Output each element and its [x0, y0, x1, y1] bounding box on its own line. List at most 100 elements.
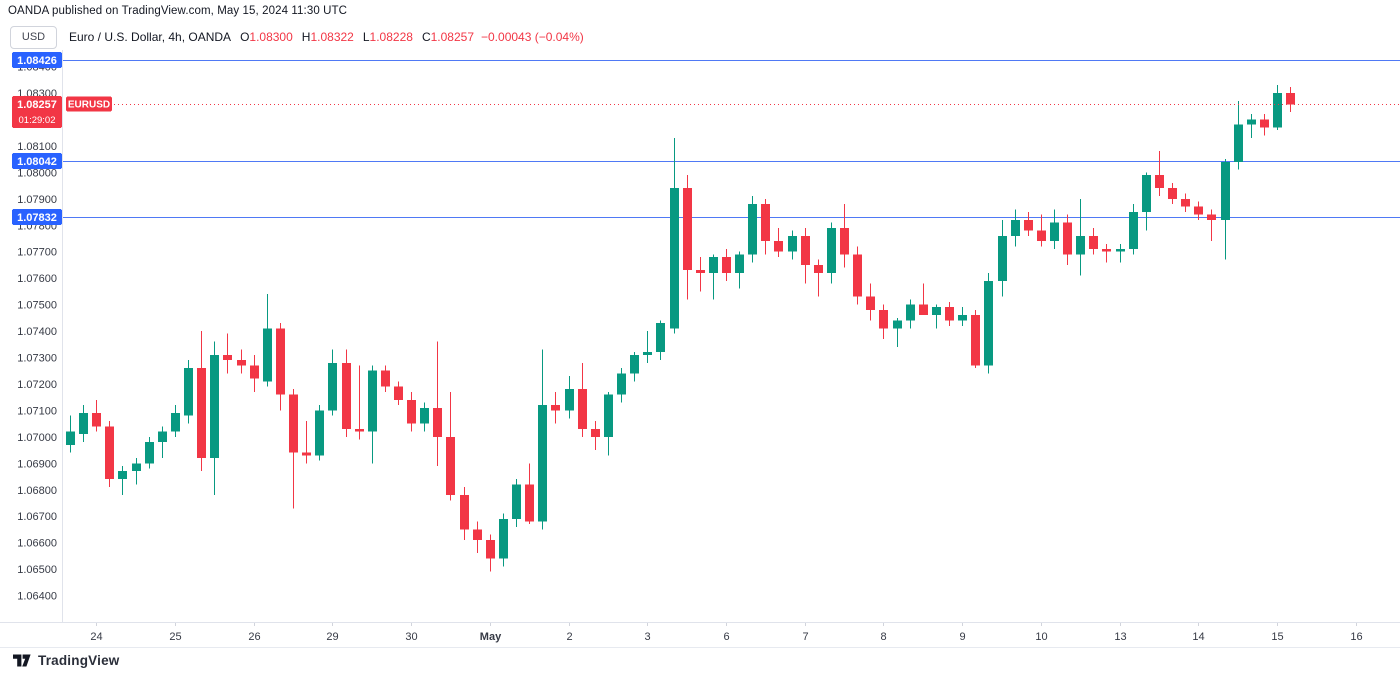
candle-body: [893, 320, 902, 329]
candle-body: [919, 304, 928, 316]
last-price-group[interactable]: 1.08257 01:29:02 EURUSD: [12, 96, 1400, 128]
candle-body: [774, 241, 783, 252]
candle-body: [683, 188, 692, 271]
currency-button[interactable]: USD: [10, 25, 57, 49]
candle-body: [958, 315, 967, 321]
symbol-legend: Euro / U.S. Dollar, 4h, OANDA O1.08300 H…: [69, 30, 584, 44]
candle-body: [1076, 235, 1085, 255]
candle-body: [643, 352, 652, 355]
candle-body: [394, 386, 403, 400]
symbol-title[interactable]: Euro / U.S. Dollar, 4h, OANDA: [69, 30, 232, 44]
svg-text:9: 9: [959, 631, 965, 643]
candle-body: [250, 365, 259, 379]
svg-text:6: 6: [723, 631, 729, 643]
candle-body: [761, 204, 770, 242]
candle-countdown: 01:29:02: [19, 115, 56, 126]
candle-body: [79, 413, 88, 435]
candle-body: [1116, 249, 1125, 252]
svg-text:16: 16: [1350, 631, 1362, 643]
candle-body: [355, 428, 364, 432]
candle-body: [735, 254, 744, 273]
ohlc-close: C1.08257: [421, 30, 474, 44]
svg-text:1.07400: 1.07400: [17, 326, 57, 338]
svg-text:1.08426: 1.08426: [17, 55, 57, 67]
svg-text:1.07832: 1.07832: [17, 212, 57, 224]
candle-body: [302, 452, 311, 456]
candle-body: [407, 399, 416, 424]
candle-body: [551, 405, 560, 411]
price-lines-layer[interactable]: 1.08426 1.08042 1.07832: [12, 52, 1400, 225]
candle-body: [210, 354, 219, 459]
candle-body: [460, 495, 469, 530]
candle-body: [197, 368, 206, 459]
tradingview-brand[interactable]: TradingView: [38, 653, 120, 668]
candle-body: [525, 484, 534, 522]
svg-text:26: 26: [248, 631, 260, 643]
svg-text:1.08257: 1.08257: [17, 99, 57, 111]
ohlc-high: H1.08322: [301, 30, 354, 44]
svg-text:24: 24: [90, 631, 102, 643]
svg-text:13: 13: [1114, 631, 1126, 643]
svg-text:1.08000: 1.08000: [17, 167, 57, 179]
candle-body: [171, 413, 180, 432]
candle-body: [105, 426, 114, 480]
candle-body: [1247, 119, 1256, 125]
candle-body: [1129, 212, 1138, 250]
svg-text:1.07700: 1.07700: [17, 247, 57, 259]
candle-body: [1286, 93, 1295, 105]
svg-text:EURUSD: EURUSD: [68, 100, 110, 111]
candle-body: [932, 307, 941, 316]
svg-text:1.07500: 1.07500: [17, 300, 57, 312]
candle-body: [1221, 161, 1230, 220]
candle-body: [866, 296, 875, 310]
candle-body: [499, 518, 508, 559]
svg-text:1.07200: 1.07200: [17, 379, 57, 391]
svg-text:29: 29: [326, 631, 338, 643]
candle-body: [132, 463, 141, 472]
candle-body: [1155, 174, 1164, 189]
svg-text:1.07000: 1.07000: [17, 432, 57, 444]
candle-body: [696, 270, 705, 273]
svg-text:1.06800: 1.06800: [17, 485, 57, 497]
tradingview-logo-icon[interactable]: [13, 653, 31, 668]
candle-body: [604, 394, 613, 437]
svg-text:1.06500: 1.06500: [17, 564, 57, 576]
candle-body: [118, 471, 127, 480]
candle-body: [879, 309, 888, 329]
candle-body: [630, 354, 639, 374]
candle-body: [656, 323, 665, 353]
candle-body: [709, 256, 718, 273]
candle-body: [263, 328, 272, 382]
svg-text:1.06900: 1.06900: [17, 458, 57, 470]
svg-text:30: 30: [405, 631, 417, 643]
candle-body: [1050, 222, 1059, 242]
footer: TradingView: [13, 653, 119, 668]
candle-body: [984, 280, 993, 366]
svg-text:1.07600: 1.07600: [17, 273, 57, 285]
ohlc-low: L1.08228: [362, 30, 413, 44]
candle-body: [1063, 222, 1072, 255]
candle-body: [342, 362, 351, 429]
candle-body: [1181, 198, 1190, 207]
candle-body: [1207, 214, 1216, 220]
candle-body: [512, 484, 521, 519]
candle-body: [1089, 235, 1098, 250]
candle-body: [971, 315, 980, 366]
candle-body: [1102, 249, 1111, 252]
alert-price-label[interactable]: 1.08426: [12, 52, 62, 68]
candle-body: [1194, 206, 1203, 215]
time-axis[interactable]: 24 25 26 29 30 May 2 3 6 7 8 9 10 13 14 15 16: [90, 623, 1363, 643]
candle-body: [945, 307, 954, 321]
svg-text:25: 25: [169, 631, 181, 643]
alert-price-label[interactable]: 1.08042: [12, 153, 62, 169]
candle-body: [617, 373, 626, 395]
candle-body: [998, 235, 1007, 281]
svg-text:1.08042: 1.08042: [17, 156, 57, 168]
candle-body: [1234, 124, 1243, 162]
candle-body: [368, 370, 377, 432]
alert-price-label[interactable]: 1.07832: [12, 209, 62, 225]
candle-body: [801, 235, 810, 265]
price-axis[interactable]: 1.084001.083001.082001.081001.080001.079…: [17, 62, 57, 603]
